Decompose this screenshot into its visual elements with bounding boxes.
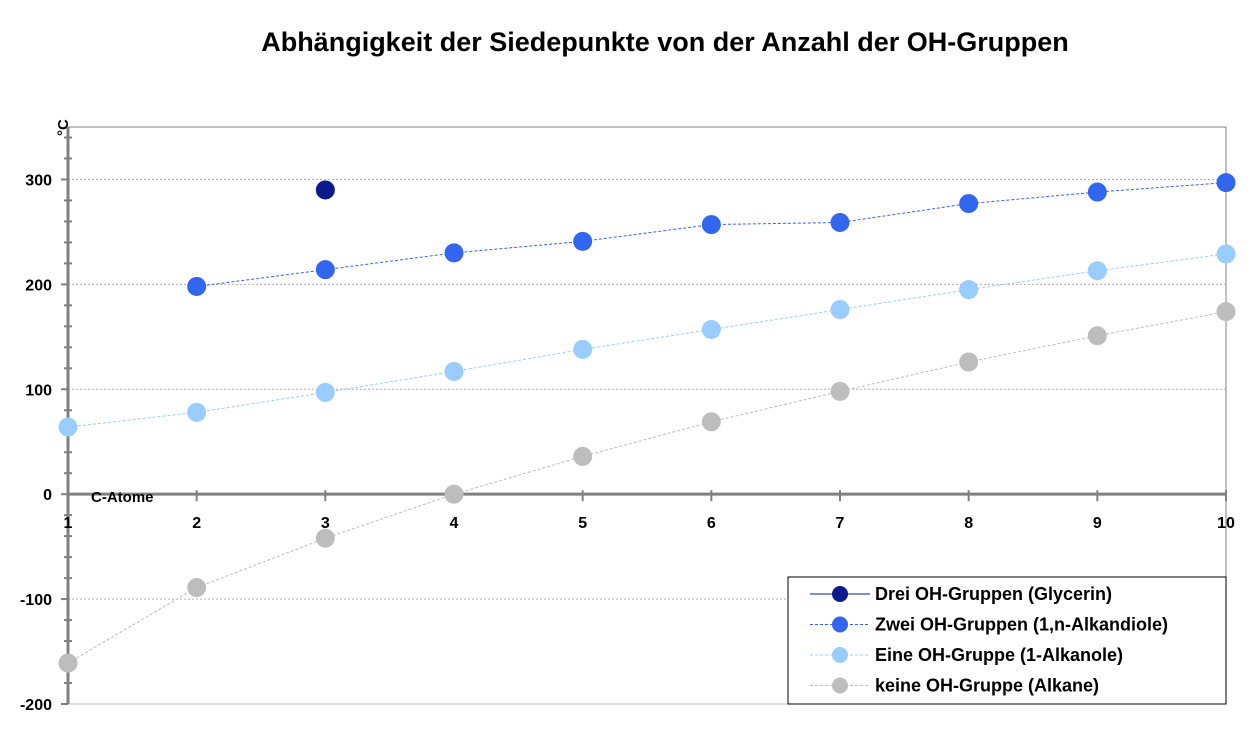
data-point	[187, 578, 207, 598]
legend-label: keine OH-Gruppe (Alkane)	[875, 676, 1099, 696]
data-point	[315, 260, 335, 280]
data-point	[959, 280, 979, 300]
data-point	[701, 319, 721, 339]
legend-box	[787, 576, 1227, 705]
y-tick-label: 300	[25, 172, 52, 189]
data-point	[959, 194, 979, 214]
y-tick-label: -200	[20, 697, 52, 714]
y-tick-label: -100	[20, 592, 52, 609]
legend-label: Eine OH-Gruppe (1-Alkanole)	[875, 645, 1123, 665]
data-point	[573, 446, 593, 466]
legend: Drei OH-Gruppen (Glycerin) Zwei OH-Gruppe…	[787, 576, 1227, 705]
y-tick-label: 200	[25, 277, 52, 294]
data-point	[1087, 261, 1107, 281]
tick-labels: -200 -100 0 100 200 300 1 2 3 4 5 6 7 8 9 10	[20, 172, 1235, 714]
series-line	[67, 311, 1227, 664]
x-tick-label: 7	[836, 515, 845, 532]
x-tick-label: 9	[1093, 515, 1102, 532]
series-line	[196, 182, 1227, 287]
series-line	[67, 253, 1227, 428]
series-2	[187, 173, 1236, 296]
y-tick-label: 0	[43, 487, 52, 504]
data-point	[444, 484, 464, 504]
series-1	[315, 180, 335, 200]
x-axis-label: C-Atome	[91, 489, 154, 506]
legend-marker	[832, 586, 848, 602]
data-point	[1216, 244, 1236, 264]
data-point	[315, 528, 335, 548]
data-point	[573, 339, 593, 359]
data-point	[1216, 302, 1236, 322]
data-point	[1216, 173, 1236, 193]
x-tick-label: 4	[450, 515, 459, 532]
legend-marker	[832, 677, 848, 694]
data-point	[1087, 182, 1107, 202]
series-4	[58, 302, 1236, 673]
legend-label: Drei OH-Gruppen (Glycerin)	[875, 584, 1112, 604]
legend-marker	[832, 647, 848, 663]
grid-lines	[68, 178, 1226, 600]
data-point	[58, 653, 78, 673]
x-tick-label: 3	[321, 515, 330, 532]
data-point	[959, 352, 979, 372]
data-point	[830, 212, 850, 232]
x-tick-label: 10	[1217, 515, 1235, 532]
x-tick-label: 6	[707, 515, 716, 532]
data-series	[58, 173, 1236, 673]
data-point	[444, 243, 464, 263]
data-point	[315, 180, 335, 200]
x-tick-label: 1	[64, 515, 73, 532]
x-tick-label: 8	[964, 515, 973, 532]
data-point	[1087, 326, 1107, 346]
x-tick-label: 2	[192, 515, 201, 532]
data-point	[830, 300, 850, 320]
data-point	[187, 276, 207, 296]
legend-label: Zwei OH-Gruppen (1,n-Alkandiole)	[875, 615, 1168, 635]
data-point	[444, 361, 464, 381]
data-point	[830, 381, 850, 401]
data-point	[701, 215, 721, 235]
data-point	[187, 402, 207, 422]
data-point	[573, 231, 593, 251]
y-tick-label: 100	[25, 382, 52, 399]
data-point	[58, 417, 78, 437]
data-point	[701, 412, 721, 432]
data-point	[315, 382, 335, 402]
legend-marker	[832, 616, 848, 633]
x-tick-label: 5	[578, 515, 587, 532]
series-3	[58, 244, 1236, 437]
chart-title: Abhängigkeit der Siedepunkte von der Anz…	[261, 27, 1069, 57]
